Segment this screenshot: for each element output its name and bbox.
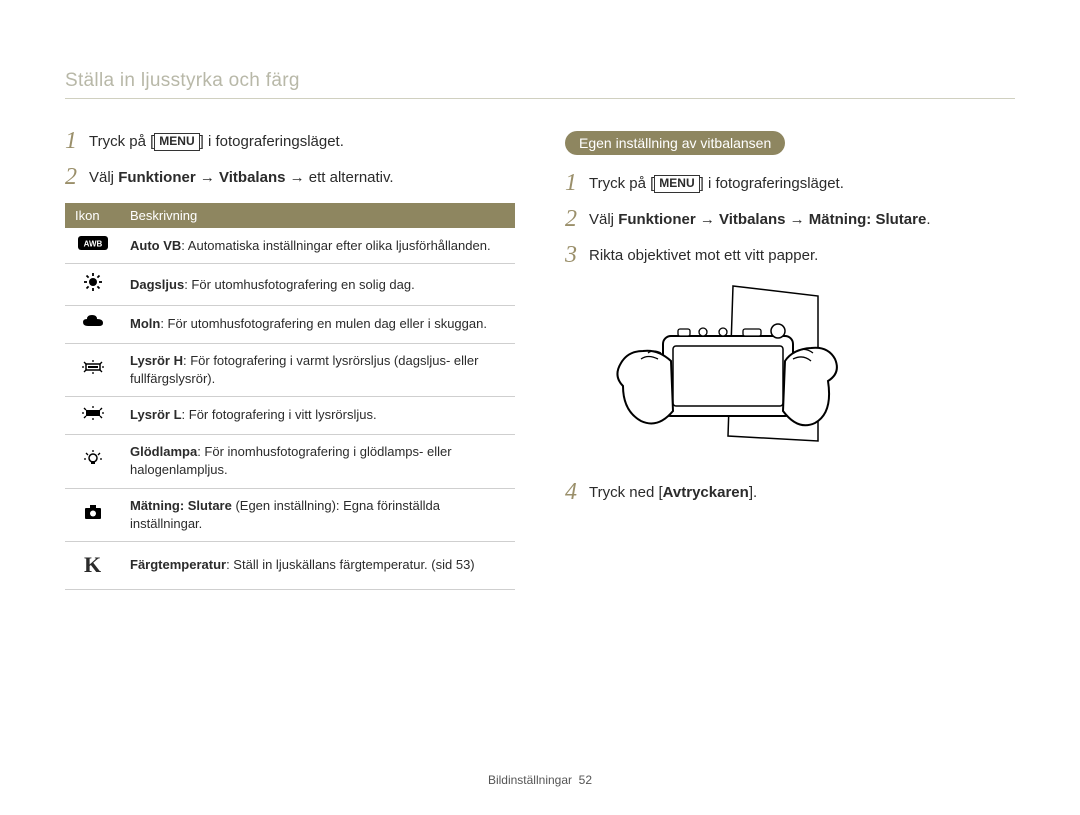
cell-icon: AWB: [65, 228, 120, 264]
th-icon: Ikon: [65, 203, 120, 228]
t-bold: Avtryckaren: [663, 484, 749, 501]
right-step-3: 3 Rikta objektivet mot ett vitt papper.: [565, 245, 1015, 267]
cell-icon: [65, 264, 120, 306]
opt-name: Dagsljus: [130, 277, 184, 292]
fluorescent-h-icon: [81, 359, 105, 375]
opt-desc: : För fotografering i vitt lysrörsljus.: [182, 407, 377, 422]
sun-icon: [83, 272, 103, 292]
opt-desc: : Automatiska inställningar efter olika …: [181, 238, 490, 253]
t: Välj: [589, 211, 618, 228]
table-row: Lysrör L: För fotografering i vitt lysrö…: [65, 396, 515, 434]
step-number: 3: [565, 243, 589, 267]
step-number: 2: [65, 165, 89, 189]
t-bold: Funktioner: [618, 211, 696, 228]
section-heading: Egen inställning av vitbalansen: [565, 131, 785, 155]
step-text: Tryck på [MENU] i fotograferingsläget.: [89, 131, 344, 152]
cell-icon: [65, 488, 120, 541]
step-text: Tryck ned [Avtryckaren].: [589, 482, 757, 503]
t: →: [785, 211, 808, 228]
step-number: 1: [565, 171, 589, 195]
text-post: ] i fotograferingsläget.: [700, 175, 844, 192]
cell-icon: [65, 343, 120, 396]
step-text: Välj Funktioner → Vitbalans → ett altern…: [89, 167, 394, 188]
table-row: K Färgtemperatur: Ställ in ljuskällans f…: [65, 541, 515, 589]
page-footer: Bildinställningar 52: [0, 773, 1080, 787]
footer-label: Bildinställningar: [488, 773, 572, 787]
t: →: [196, 169, 219, 186]
t: ].: [749, 484, 757, 501]
step-text: Rikta objektivet mot ett vitt papper.: [589, 245, 818, 266]
step-number: 4: [565, 480, 589, 504]
awb-icon: AWB: [78, 236, 108, 250]
t: → ett alternativ.: [285, 169, 393, 186]
kelvin-icon: K: [84, 552, 101, 577]
text-pre: Tryck på [: [89, 133, 154, 150]
opt-desc: : För fotografering i varmt lysrörsljus …: [130, 353, 478, 386]
step-text: Tryck på [MENU] i fotograferingsläget.: [589, 173, 844, 194]
footer-page: 52: [579, 773, 592, 787]
opt-name: Mätning: Slutare: [130, 498, 232, 513]
bulb-icon: [83, 449, 103, 469]
opt-desc: : För utomhusfotografering en solig dag.: [184, 277, 415, 292]
custom-wb-icon: [83, 503, 103, 521]
left-column: 1 Tryck på [MENU] i fotograferingsläget.…: [65, 131, 515, 590]
text-pre: Tryck på [: [589, 175, 654, 192]
table-header-row: Ikon Beskrivning: [65, 203, 515, 228]
cell-icon: [65, 435, 120, 488]
cell-desc: Lysrör H: För fotografering i varmt lysr…: [120, 343, 515, 396]
right-step-1: 1 Tryck på [MENU] i fotograferingsläget.: [565, 173, 1015, 195]
svg-text:AWB: AWB: [83, 240, 102, 249]
t: .: [926, 211, 930, 228]
right-step-4: 4 Tryck ned [Avtryckaren].: [565, 482, 1015, 504]
cell-desc: Lysrör L: För fotografering i vitt lysrö…: [120, 396, 515, 434]
content-columns: 1 Tryck på [MENU] i fotograferingsläget.…: [65, 131, 1015, 590]
opt-name: Auto VB: [130, 238, 181, 253]
page-title: Ställa in ljusstyrka och färg: [65, 70, 1015, 99]
cell-desc: Mätning: Slutare (Egen inställning): Egn…: [120, 488, 515, 541]
cell-desc: Glödlampa: För inomhusfotografering i gl…: [120, 435, 515, 488]
cell-icon: [65, 306, 120, 343]
table-row: Mätning: Slutare (Egen inställning): Egn…: [65, 488, 515, 541]
cell-icon: [65, 396, 120, 434]
right-step-2: 2 Välj Funktioner → Vitbalans → Mätning:…: [565, 209, 1015, 231]
text-post: ] i fotograferingsläget.: [200, 133, 344, 150]
cell-icon: K: [65, 541, 120, 589]
cloud-icon: [82, 314, 104, 329]
cell-desc: Dagsljus: För utomhusfotografering en so…: [120, 264, 515, 306]
t-bold: Vitbalans: [219, 169, 285, 186]
opt-desc: : Ställ in ljuskällans färgtemperatur. (…: [226, 557, 475, 572]
menu-label-icon: MENU: [154, 133, 199, 151]
th-desc: Beskrivning: [120, 203, 515, 228]
t: →: [696, 211, 719, 228]
step-number: 1: [65, 129, 89, 153]
right-column: Egen inställning av vitbalansen 1 Tryck …: [565, 131, 1015, 590]
menu-label-icon: MENU: [654, 175, 699, 193]
cell-desc: Färgtemperatur: Ställ in ljuskällans fär…: [120, 541, 515, 589]
t-bold: Vitbalans: [719, 211, 785, 228]
opt-name: Färgtemperatur: [130, 557, 226, 572]
left-step-1: 1 Tryck på [MENU] i fotograferingsläget.: [65, 131, 515, 153]
cell-desc: Moln: För utomhusfotografering en mulen …: [120, 306, 515, 343]
table-row: Glödlampa: För inomhusfotografering i gl…: [65, 435, 515, 488]
step-text: Välj Funktioner → Vitbalans → Mätning: S…: [589, 209, 930, 230]
table-row: Moln: För utomhusfotografering en mulen …: [65, 306, 515, 343]
t: Tryck ned [: [589, 484, 663, 501]
cell-desc: Auto VB: Automatiska inställningar efter…: [120, 228, 515, 264]
camera-illustration: [593, 281, 853, 466]
t: Välj: [89, 169, 118, 186]
opt-desc: : För utomhusfotografering en mulen dag …: [160, 316, 487, 331]
t-bold: Mätning: Slutare: [809, 211, 927, 228]
opt-name: Moln: [130, 316, 160, 331]
step-number: 2: [565, 207, 589, 231]
opt-name: Lysrör H: [130, 353, 183, 368]
table-row: Dagsljus: För utomhusfotografering en so…: [65, 264, 515, 306]
opt-name: Lysrör L: [130, 407, 182, 422]
table-row: Lysrör H: För fotografering i varmt lysr…: [65, 343, 515, 396]
left-step-2: 2 Välj Funktioner → Vitbalans → ett alte…: [65, 167, 515, 189]
fluorescent-l-icon: [81, 405, 105, 421]
t-bold: Funktioner: [118, 169, 196, 186]
wb-options-table: Ikon Beskrivning AWB Auto VB: Automatisk…: [65, 203, 515, 590]
table-row: AWB Auto VB: Automatiska inställningar e…: [65, 228, 515, 264]
opt-name: Glödlampa: [130, 444, 197, 459]
